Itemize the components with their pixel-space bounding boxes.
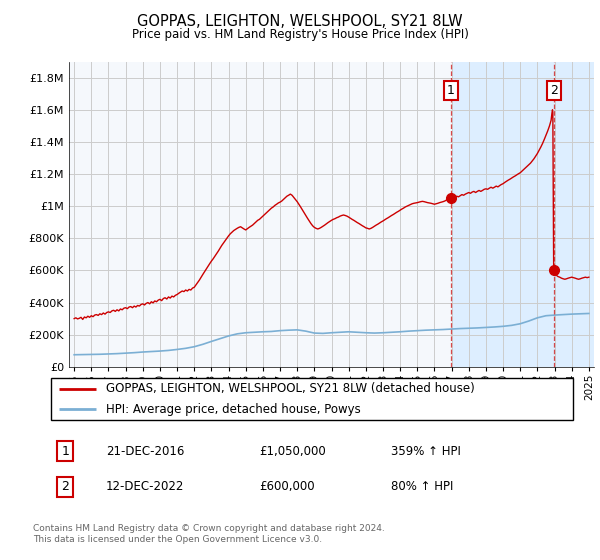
Text: GOPPAS, LEIGHTON, WELSHPOOL, SY21 8LW: GOPPAS, LEIGHTON, WELSHPOOL, SY21 8LW (137, 14, 463, 29)
Text: 359% ↑ HPI: 359% ↑ HPI (391, 445, 461, 458)
Text: £1,050,000: £1,050,000 (259, 445, 326, 458)
Text: 12-DEC-2022: 12-DEC-2022 (106, 480, 184, 493)
Text: Contains HM Land Registry data © Crown copyright and database right 2024.
This d: Contains HM Land Registry data © Crown c… (33, 524, 385, 544)
Text: GOPPAS, LEIGHTON, WELSHPOOL, SY21 8LW (detached house): GOPPAS, LEIGHTON, WELSHPOOL, SY21 8LW (d… (106, 382, 475, 395)
Text: 2: 2 (550, 84, 557, 97)
Text: Price paid vs. HM Land Registry's House Price Index (HPI): Price paid vs. HM Land Registry's House … (131, 28, 469, 41)
Text: 1: 1 (447, 84, 455, 97)
Text: 2: 2 (61, 480, 69, 493)
Text: 21-DEC-2016: 21-DEC-2016 (106, 445, 184, 458)
FancyBboxPatch shape (50, 377, 574, 421)
Bar (452, 62, 600, 367)
Text: HPI: Average price, detached house, Powys: HPI: Average price, detached house, Powy… (106, 403, 361, 416)
Text: 80% ↑ HPI: 80% ↑ HPI (391, 480, 454, 493)
Text: 1: 1 (61, 445, 69, 458)
Text: £600,000: £600,000 (259, 480, 315, 493)
